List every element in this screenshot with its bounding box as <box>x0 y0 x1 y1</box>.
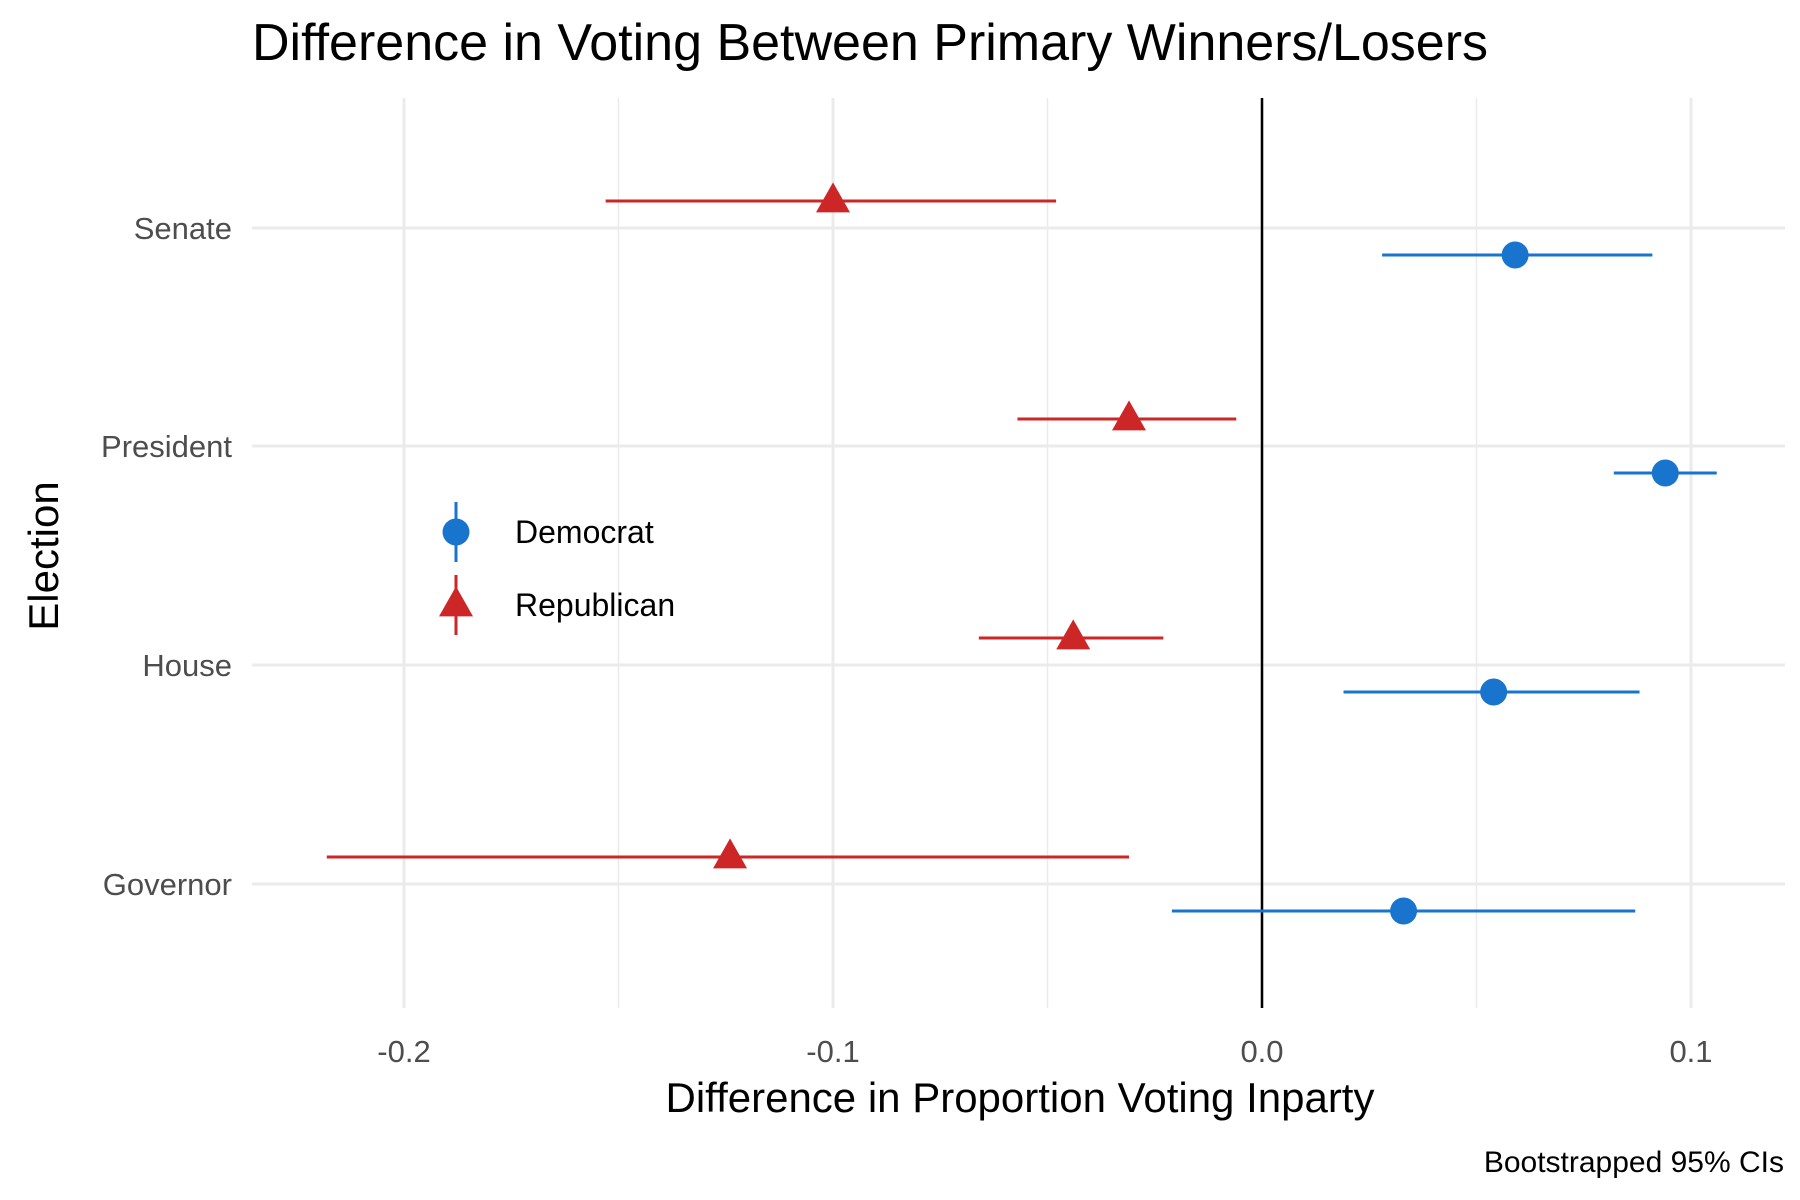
axes: -0.2 -0.1 0.0 0.1 Senate President House Govern… <box>101 98 1713 1069</box>
y-tick-label: President <box>101 429 232 464</box>
democrat-point-house <box>1480 678 1508 706</box>
x-tick-label: -0.1 <box>806 1034 859 1069</box>
legend: Democrat Republican <box>439 502 675 635</box>
democrat-point-governor <box>1390 897 1418 925</box>
x-tick-label: -0.2 <box>377 1034 430 1069</box>
x-tick-label: 0.1 <box>1669 1034 1712 1069</box>
x-axis-title: Difference in Proportion Voting Inparty <box>666 1074 1375 1121</box>
democrat-point-senate <box>1501 241 1529 269</box>
x-tick-label: 0.0 <box>1240 1034 1283 1069</box>
legend-republican-symbol <box>439 586 473 617</box>
republican-point-president <box>1112 400 1147 431</box>
legend-democrat-symbol <box>442 518 470 546</box>
y-tick-label: Governor <box>103 867 232 902</box>
legend-label-republican: Republican <box>515 587 675 623</box>
y-axis-title: Election <box>20 481 67 630</box>
republican-point-house <box>1056 619 1091 650</box>
plot-marks <box>326 182 1717 925</box>
chart-caption: Bootstrapped 95% CIs <box>1484 1146 1784 1179</box>
republican-point-senate <box>816 182 850 213</box>
legend-label-democrat: Democrat <box>515 514 654 550</box>
democrat-point-president <box>1651 459 1679 487</box>
y-tick-label: Senate <box>134 211 232 246</box>
republican-point-governor <box>713 838 748 869</box>
grid <box>252 98 1785 1008</box>
y-tick-label: House <box>142 648 232 683</box>
chart-title: Difference in Voting Between Primary Win… <box>252 14 1488 72</box>
